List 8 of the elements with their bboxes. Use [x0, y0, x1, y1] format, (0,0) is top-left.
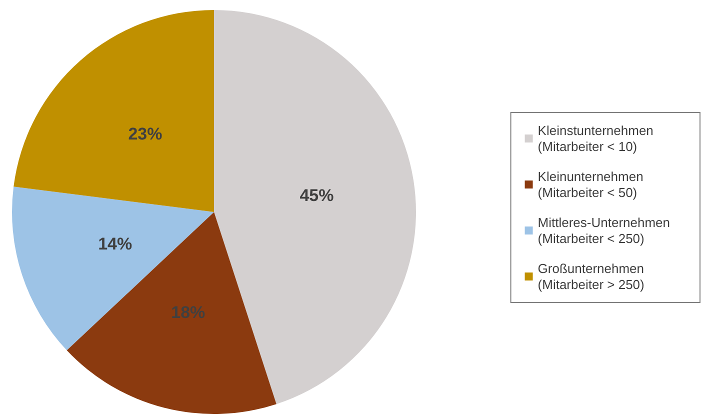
data-label: 14%: [98, 234, 132, 254]
data-label: 18%: [171, 303, 206, 322]
data-label: 23%: [128, 124, 162, 144]
legend-label: Kleinunternehmen (Mitarbeiter < 50): [538, 169, 644, 200]
legend-label: Mittleres-Unternehmen (Mitarbeiter < 250): [538, 215, 670, 246]
legend-label: Kleinstunternehmen (Mitarbeiter < 10): [538, 123, 654, 154]
legend-label: Großunternehmen (Mitarbeiter > 250): [538, 261, 644, 292]
data-label: 45%: [300, 186, 334, 206]
